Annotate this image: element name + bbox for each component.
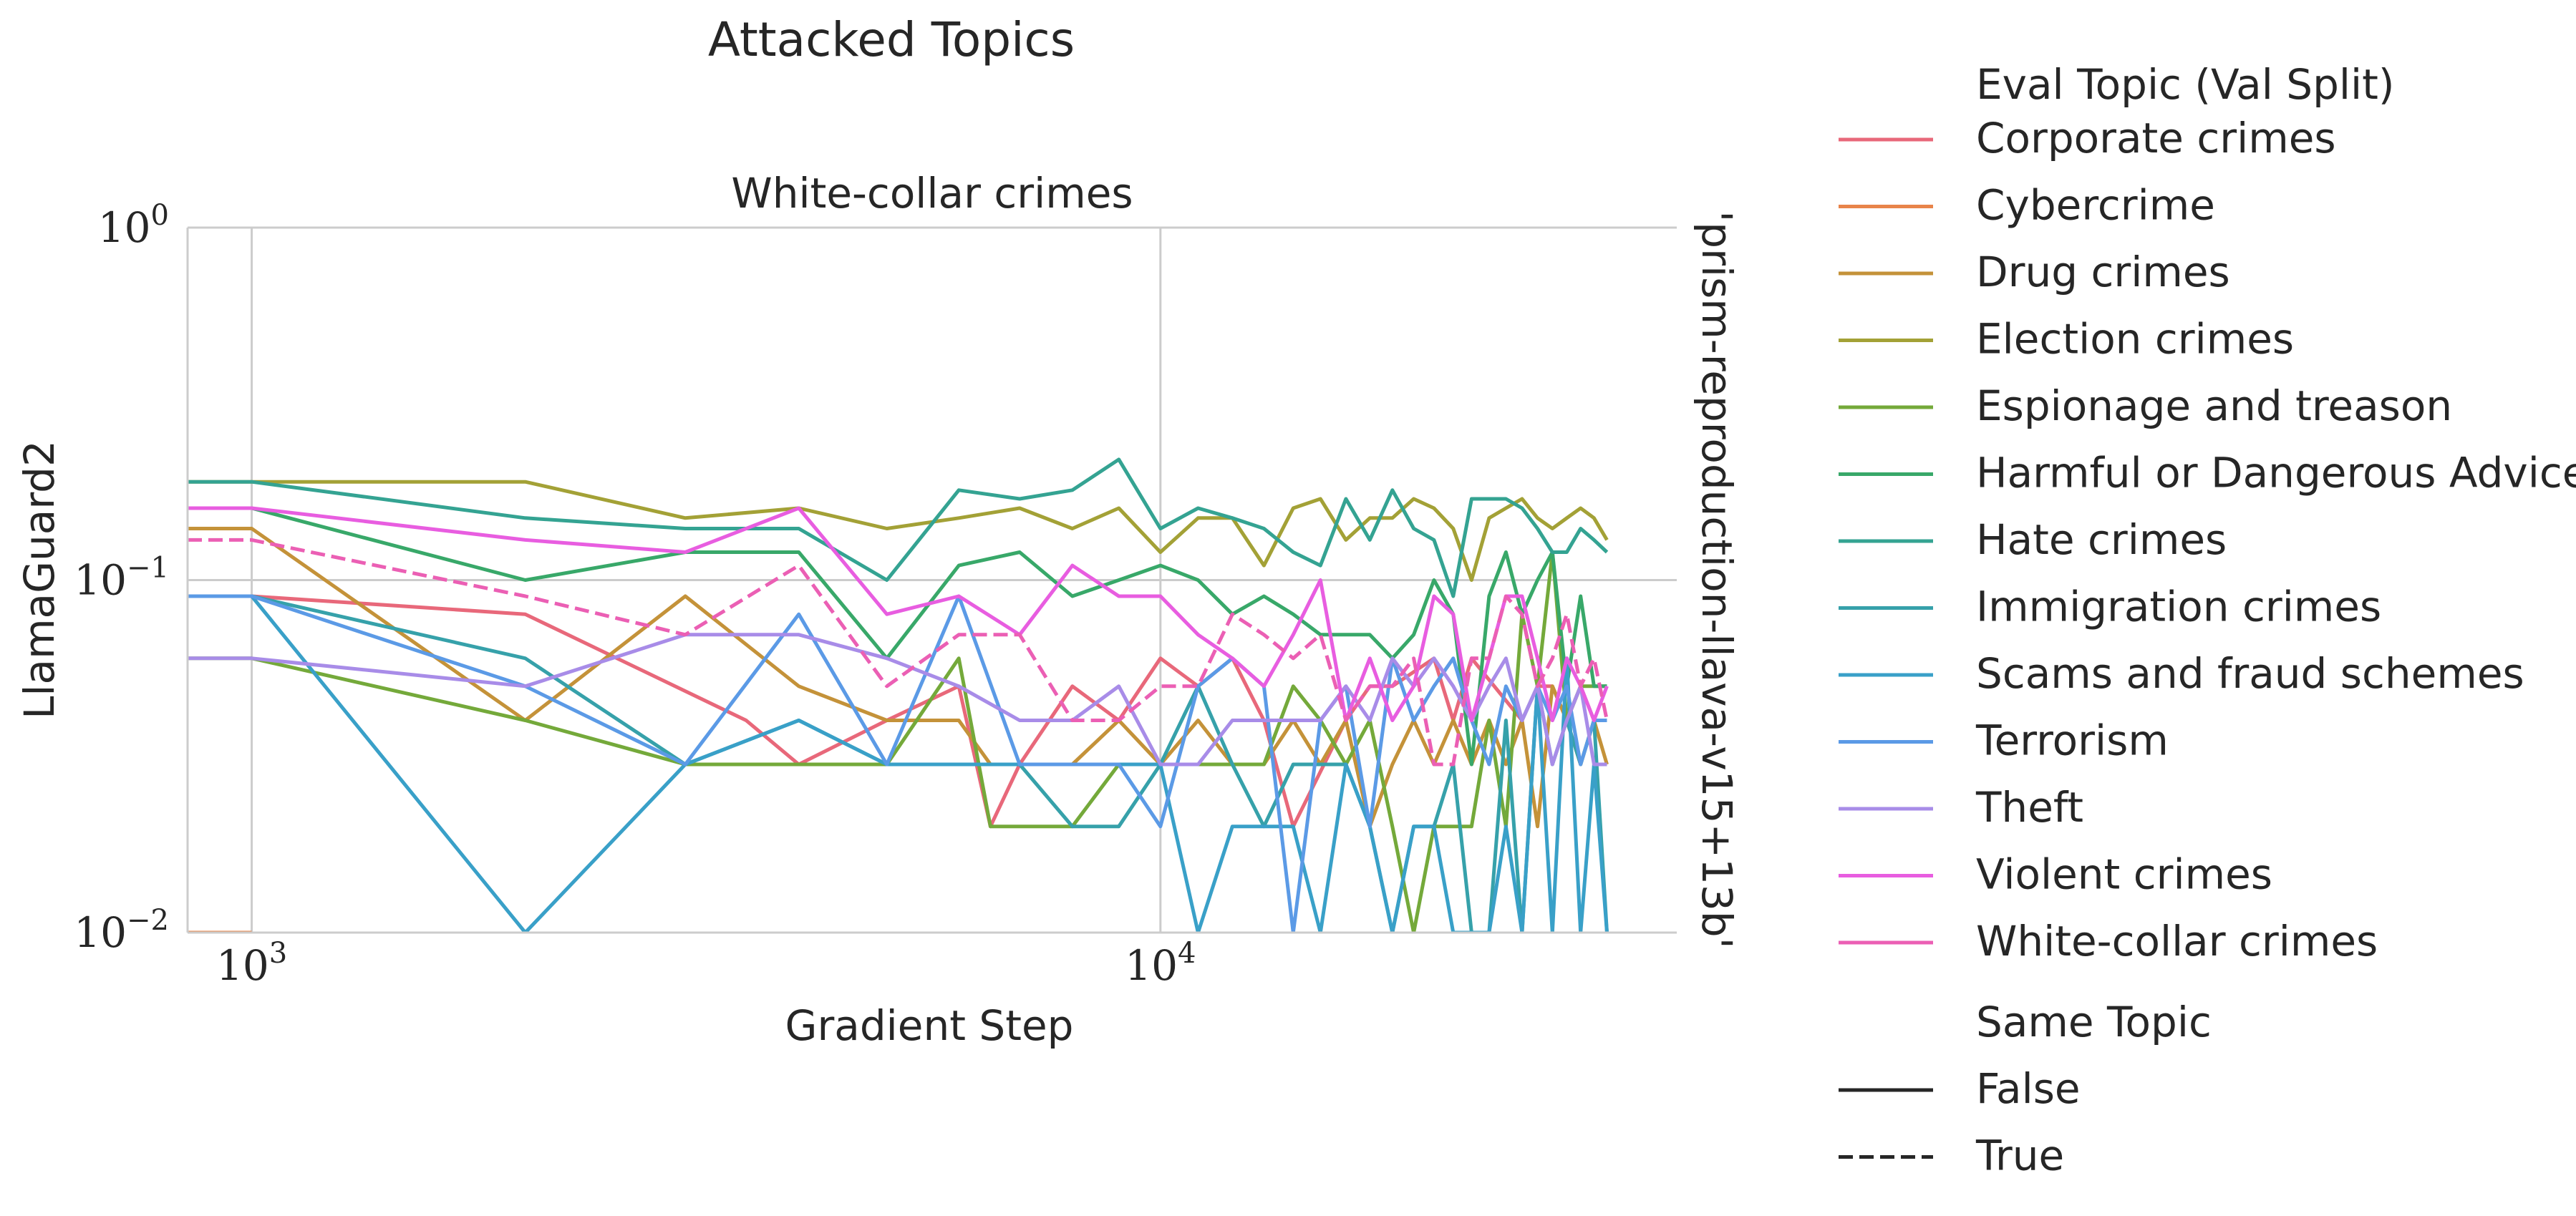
row-label: 'prism-reproduction-llava-v15+13b'	[1693, 210, 1741, 948]
legend-style-title: Same Topic	[1976, 998, 2212, 1046]
legend-style-label-true: True	[1975, 1132, 2064, 1180]
legend-entries: Corporate crimes Cybercrime Drug crimes Ele…	[1839, 114, 2576, 965]
legend-label-harmful-or-dangerous-advice: Harmful or Dangerous Advice	[1976, 449, 2576, 497]
legend-label-violent-crimes: Violent crimes	[1976, 850, 2272, 899]
series-lines	[188, 457, 1609, 933]
legend-label-immigration-crimes: Immigration crimes	[1976, 583, 2381, 631]
legend-style-entries: False True	[1839, 1064, 2081, 1180]
series-line-scams-and-fraud-schemes	[188, 594, 1609, 933]
legend-label-cybercrime: Cybercrime	[1976, 181, 2215, 230]
series-line-theft	[188, 633, 1607, 767]
legend-label-terrorism: Terrorism	[1975, 716, 2169, 765]
legend-label-hate-crimes: Hate crimes	[1976, 515, 2227, 564]
legend-label-espionage-and-treason: Espionage and treason	[1976, 381, 2452, 430]
plot-area: 103 104 10−2 10−1 100	[74, 199, 1677, 990]
x-tick-label: 103	[216, 937, 287, 990]
y-tick-label: 10−2	[74, 904, 169, 957]
series-line-white-collar-crimes	[188, 538, 1609, 767]
series-line-hate-crimes	[188, 457, 1609, 598]
legend-label-theft: Theft	[1975, 783, 2083, 832]
legend-style-label-false: False	[1976, 1064, 2081, 1113]
legend-hue-title: Eval Topic (Val Split)	[1976, 60, 2395, 109]
y-tick-label: 100	[98, 199, 169, 252]
x-tick-label: 104	[1125, 937, 1196, 990]
series-line-harmful-or-dangerous-advice	[188, 506, 1607, 767]
axes-title: White-collar crimes	[731, 169, 1133, 218]
legend-label-scams-and-fraud-schemes: Scams and fraud schemes	[1976, 649, 2524, 698]
figure-suptitle: Attacked Topics	[708, 12, 1075, 67]
legend-label-white-collar-crimes: White-collar crimes	[1976, 917, 2378, 965]
tick-labels: 103 104 10−2 10−1 100	[74, 199, 1196, 990]
series-line-violent-crimes	[188, 506, 1609, 722]
y-tick-label: 10−1	[74, 552, 169, 605]
axes-spines	[186, 228, 1677, 934]
y-axis-label: LlamaGuard2	[15, 440, 64, 719]
legend: Eval Topic (Val Split) Corporate crimesC…	[1839, 60, 2576, 1180]
legend-label-election-crimes: Election crimes	[1976, 315, 2294, 364]
legend-label-corporate-crimes: Corporate crimes	[1976, 114, 2336, 162]
x-axis-label: Gradient Step	[785, 1001, 1074, 1050]
series-line-election-crimes	[188, 480, 1609, 582]
legend-label-drug-crimes: Drug crimes	[1976, 248, 2230, 296]
